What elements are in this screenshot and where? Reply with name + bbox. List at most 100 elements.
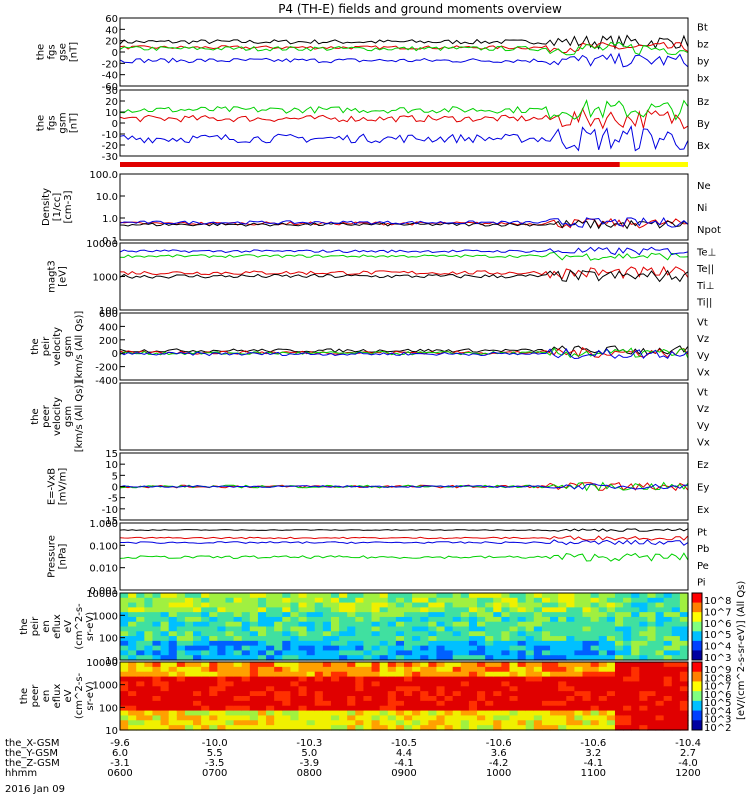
ylabel-peir_eflux: eV — [63, 620, 74, 633]
heatmap-cell — [663, 650, 673, 656]
heatmap-cell — [590, 681, 600, 687]
series-Vx — [119, 347, 689, 360]
heatmap-cell — [517, 715, 527, 721]
heatmap-cell — [217, 710, 227, 717]
heatmap-cell — [412, 666, 421, 673]
heatmap-cell — [550, 686, 559, 692]
heatmap-cell — [598, 676, 608, 683]
heatmap-cell — [566, 666, 575, 673]
heatmap-cell — [574, 616, 584, 623]
heatmap-cell — [541, 715, 551, 721]
heatmap-cell — [136, 597, 145, 604]
ytick-label: -400 — [95, 376, 118, 387]
heatmap-cell — [355, 715, 365, 721]
heatmap-cell — [168, 631, 178, 637]
heatmap-cell — [144, 691, 154, 697]
heatmap-cell — [412, 621, 421, 628]
heatmap-cell — [412, 650, 421, 656]
heatmap-cell — [533, 616, 543, 623]
heatmap-cell — [606, 607, 616, 613]
heatmap-cell — [168, 715, 178, 721]
heatmap-cell — [176, 636, 186, 642]
heatmap-cell — [590, 612, 600, 618]
heatmap-cell — [144, 715, 154, 721]
heatmap-cell — [436, 696, 446, 702]
heatmap-cell — [420, 720, 429, 726]
heatmap-cell — [623, 640, 632, 647]
heatmap-cell — [452, 626, 462, 632]
heatmap-cell — [468, 700, 478, 707]
heatmap-cell — [606, 597, 616, 604]
heatmap-cell — [631, 686, 640, 692]
heatmap-cell — [241, 720, 251, 726]
heatmap-cell — [477, 691, 486, 697]
heatmap-cell — [330, 645, 340, 652]
xaxis-tick-label: -3.5 — [205, 758, 225, 769]
heatmap-cell — [460, 597, 470, 604]
heatmap-cell — [428, 696, 438, 702]
heatmap-cell — [217, 705, 227, 712]
series-Te|| — [119, 269, 689, 283]
series-Vy — [119, 347, 689, 359]
heatmap-cell — [590, 593, 600, 599]
heatmap-cell — [379, 715, 389, 721]
heatmap-cell — [209, 650, 218, 656]
heatmap-cell — [582, 631, 592, 637]
heatmap-cell — [404, 655, 413, 661]
heatmap-cell — [314, 593, 324, 599]
heatmap-cell — [420, 691, 429, 697]
heatmap-cell — [274, 640, 283, 647]
heatmap-cell — [144, 616, 154, 623]
heatmap-cell — [558, 640, 567, 647]
heatmap-cell — [314, 676, 324, 683]
heatmap-cell — [485, 640, 494, 647]
heatmap-cell — [477, 725, 486, 731]
heatmap-cell — [217, 666, 227, 673]
heatmap-cell — [387, 645, 397, 652]
heatmap-cell — [541, 676, 551, 683]
heatmap-cell — [533, 705, 543, 712]
heatmap-cell — [168, 671, 178, 678]
heatmap-cell — [363, 705, 373, 712]
heatmap-cell — [404, 725, 413, 731]
heatmap-cell — [144, 593, 154, 599]
heatmap-cell — [282, 681, 291, 687]
heatmap-cell — [330, 725, 340, 731]
heatmap-cell — [266, 671, 275, 678]
heatmap-cell — [550, 666, 559, 673]
ylabel-peir_velocity: gsm — [63, 336, 74, 357]
heatmap-cell — [509, 607, 519, 613]
heatmap-cell — [387, 662, 397, 668]
heatmap-cell — [339, 597, 348, 604]
heatmap-cell — [631, 636, 640, 642]
heatmap-cell — [550, 645, 559, 652]
heatmap-cell — [566, 676, 575, 683]
heatmap-cell — [501, 616, 511, 623]
legend-Vy: Vy — [697, 351, 710, 362]
heatmap-cell — [282, 671, 291, 678]
heatmap-cell — [128, 612, 137, 618]
heatmap-cell — [347, 681, 356, 687]
heatmap-cell — [217, 602, 227, 608]
heatmap-cell — [282, 597, 291, 604]
ytick-label: 20 — [105, 97, 118, 108]
heatmap-cell — [355, 602, 365, 608]
heatmap-cell — [257, 655, 267, 661]
heatmap-cell — [371, 597, 381, 604]
heatmap-cell — [274, 597, 283, 604]
heatmap-cell — [176, 715, 186, 721]
heatmap-cell — [225, 607, 235, 613]
heatmap-cell — [290, 607, 300, 613]
heatmap-cell — [168, 705, 178, 712]
heatmap-cell — [412, 696, 421, 702]
heatmap-cell — [136, 696, 145, 702]
heatmap-cell — [517, 691, 527, 697]
heatmap-cell — [266, 636, 275, 642]
heatmap-cell — [176, 700, 186, 707]
heatmap-cell — [379, 666, 389, 673]
heatmap-cell — [598, 636, 608, 642]
heatmap-cell — [477, 671, 486, 678]
heatmap-cell — [639, 612, 649, 618]
legend-Pb: Pb — [697, 544, 709, 555]
heatmap-cell — [444, 710, 454, 717]
